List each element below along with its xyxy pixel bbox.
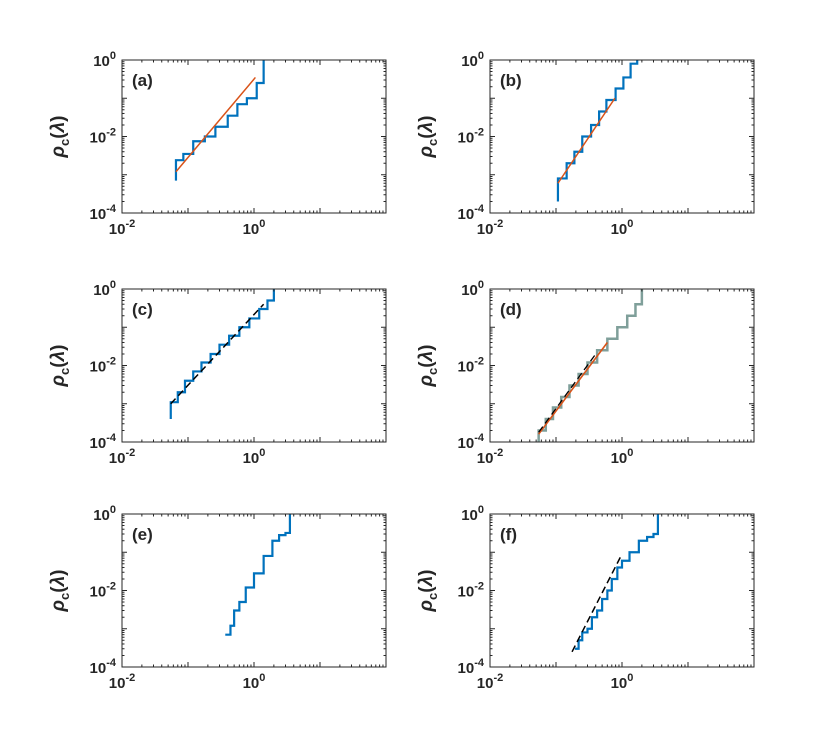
y-axis-label: ρc(λ) <box>416 345 440 388</box>
y-tick-label: 10-2 <box>90 581 116 601</box>
y-tick-label: 100 <box>461 504 484 524</box>
x-tick-label: 10-2 <box>109 672 135 692</box>
x-tick-label: 100 <box>611 447 634 467</box>
x-tick-label: 100 <box>243 218 266 238</box>
x-tick-label: 10-2 <box>477 672 503 692</box>
plot-area <box>490 289 754 442</box>
axes-frame <box>121 59 387 214</box>
plot-area <box>490 60 754 213</box>
y-tick-label: 100 <box>93 279 116 299</box>
x-tick-label: 100 <box>611 672 634 692</box>
y-tick-label: 10-2 <box>458 127 484 147</box>
panel-label: (d) <box>500 300 522 319</box>
panel-label: (c) <box>132 300 153 319</box>
y-tick-label: 10-2 <box>90 356 116 376</box>
panel-label: (e) <box>132 525 153 544</box>
data-series-line <box>174 60 265 181</box>
y-tick-label: 100 <box>461 50 484 70</box>
x-tick-label: 10-2 <box>477 218 503 238</box>
y-tick-label: 100 <box>461 279 484 299</box>
plot-area <box>122 60 386 213</box>
y-tick-label: 10-4 <box>458 657 485 677</box>
y-tick-label: 10-2 <box>458 581 484 601</box>
plot-area <box>122 514 386 667</box>
x-tick-label: 10-2 <box>109 447 135 467</box>
y-tick-label: 10-4 <box>90 432 117 452</box>
plot-area <box>122 289 386 442</box>
x-tick-label: 10-2 <box>477 447 503 467</box>
y-tick-label: 100 <box>93 504 116 524</box>
axes-frame <box>121 288 387 443</box>
y-tick-label: 10-4 <box>90 203 117 223</box>
plot-area <box>490 514 754 667</box>
y-tick-label: 10-4 <box>90 657 117 677</box>
x-tick-label: 10-2 <box>109 218 135 238</box>
dashed-fit-line <box>538 353 597 433</box>
y-axis-label: ρc(λ) <box>48 570 72 613</box>
data-series-line <box>225 514 292 636</box>
panel-label: (f) <box>500 525 517 544</box>
y-axis-label: ρc(λ) <box>48 116 72 159</box>
panel-label: (b) <box>500 71 522 90</box>
fit-line <box>175 76 256 173</box>
y-tick-label: 10-4 <box>458 203 485 223</box>
axes-frame <box>489 288 755 443</box>
y-axis-label: ρc(λ) <box>416 570 440 613</box>
data-series-line <box>574 514 660 650</box>
axes-frame <box>121 513 387 668</box>
y-axis-label: ρc(λ) <box>416 116 440 159</box>
dashed-fit-line <box>170 303 265 405</box>
panel-label: (a) <box>132 71 153 90</box>
fit-line <box>538 341 609 435</box>
x-tick-label: 100 <box>611 218 634 238</box>
fit-line <box>557 97 616 184</box>
axes-frame <box>489 513 755 668</box>
axes-frame <box>489 59 755 214</box>
y-tick-label: 10-2 <box>90 127 116 147</box>
x-tick-label: 100 <box>243 672 266 692</box>
y-axis-label: ρc(λ) <box>48 345 72 388</box>
y-tick-label: 10-4 <box>458 432 485 452</box>
x-tick-label: 100 <box>243 447 266 467</box>
y-tick-label: 10-2 <box>458 356 484 376</box>
y-tick-label: 100 <box>93 50 116 70</box>
data-series-line <box>556 60 639 202</box>
dashed-fit-line <box>571 553 623 653</box>
